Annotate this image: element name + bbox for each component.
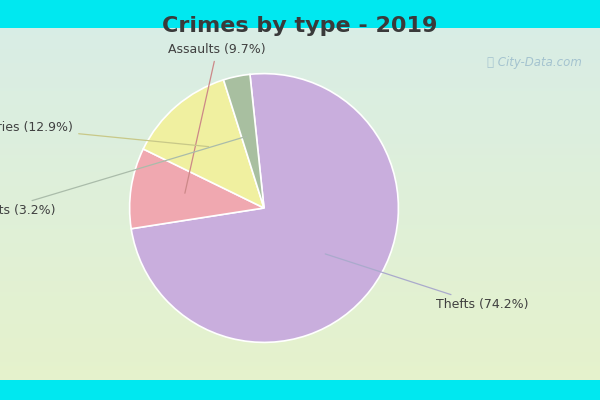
Wedge shape (143, 80, 264, 208)
Wedge shape (130, 149, 264, 229)
Text: Crimes by type - 2019: Crimes by type - 2019 (163, 16, 437, 36)
Wedge shape (131, 74, 398, 342)
Text: Thefts (74.2%): Thefts (74.2%) (325, 254, 529, 311)
Text: Auto thefts (3.2%): Auto thefts (3.2%) (0, 136, 246, 217)
Text: Burglaries (12.9%): Burglaries (12.9%) (0, 121, 209, 147)
Wedge shape (224, 74, 264, 208)
Text: ⓘ City-Data.com: ⓘ City-Data.com (487, 56, 582, 69)
Text: Assaults (9.7%): Assaults (9.7%) (168, 43, 266, 193)
